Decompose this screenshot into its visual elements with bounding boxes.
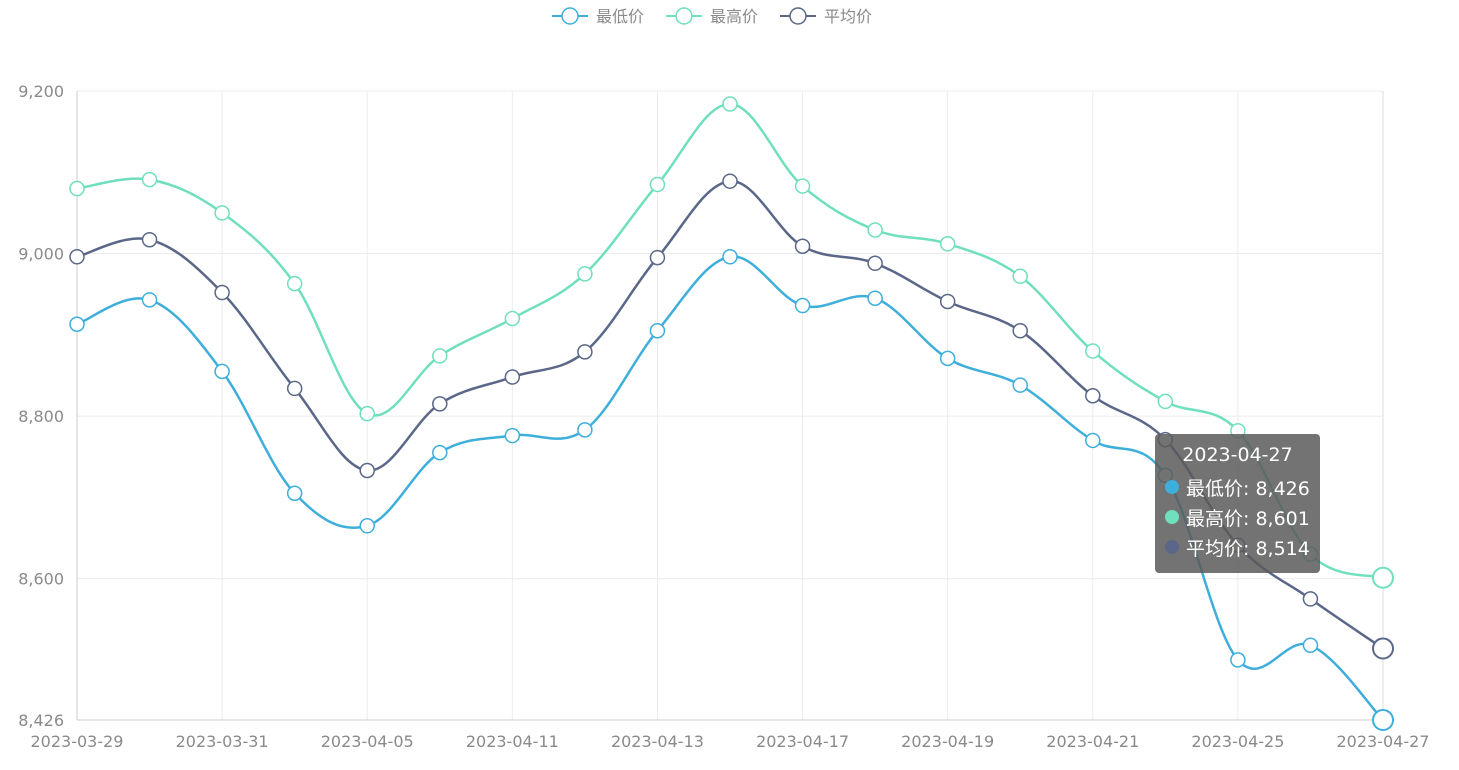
data-point[interactable]: [867, 255, 883, 272]
legend-circle-icon: [789, 7, 807, 25]
y-tick-label: 9,000: [18, 245, 64, 264]
data-point[interactable]: [794, 297, 811, 314]
x-tick-label: 2023-04-05: [321, 732, 414, 751]
x-tick-label: 2023-04-21: [1046, 732, 1139, 751]
data-point[interactable]: [649, 322, 666, 339]
legend-circle-icon: [675, 7, 693, 25]
data-point[interactable]: [69, 316, 85, 332]
legend-circle-icon: [561, 7, 579, 25]
data-point[interactable]: [69, 249, 85, 265]
series-1: [69, 96, 1394, 589]
tooltip-row-avg: 平均价: 8,514: [1165, 532, 1310, 562]
data-point[interactable]: [794, 178, 811, 194]
data-point[interactable]: [432, 348, 448, 364]
data-point[interactable]: [214, 284, 230, 301]
data-point[interactable]: [722, 249, 738, 265]
data-point[interactable]: [1302, 637, 1319, 653]
data-point[interactable]: [286, 485, 303, 502]
data-point[interactable]: [1302, 591, 1319, 607]
data-point[interactable]: [504, 369, 521, 385]
series-group: [69, 96, 1394, 731]
tooltip: 2023-04-27 最低价: 8,426 最高价: 8,601 平均价: 8,…: [1155, 434, 1320, 573]
data-point[interactable]: [141, 292, 158, 308]
legend-label: 最低价: [596, 7, 644, 26]
tooltip-label-high: 最高价: 8,601: [1186, 507, 1310, 530]
data-point[interactable]: [577, 344, 593, 360]
y-tick-label: 9,200: [18, 82, 64, 101]
tooltip-dot-low: [1165, 480, 1179, 494]
tooltip-label-low: 最低价: 8,426: [1186, 477, 1310, 500]
data-point[interactable]: [867, 290, 883, 306]
data-point[interactable]: [359, 462, 375, 479]
data-point[interactable]: [141, 171, 158, 188]
data-point[interactable]: [1012, 268, 1028, 285]
data-point[interactable]: [432, 444, 448, 461]
x-tick-label: 2023-04-13: [611, 732, 704, 751]
data-point[interactable]: [504, 427, 521, 444]
x-tick-label: 2023-04-25: [1191, 732, 1284, 751]
data-point[interactable]: [1157, 393, 1174, 410]
tooltip-title: 2023-04-27: [1182, 444, 1293, 466]
data-point[interactable]: [69, 180, 85, 197]
data-point[interactable]: [432, 396, 448, 412]
data-point[interactable]: [214, 205, 230, 221]
data-point[interactable]: [649, 249, 666, 266]
tooltip-dot-high: [1165, 510, 1179, 524]
tooltip-label-avg: 平均价: 8,514: [1186, 537, 1310, 560]
legend-item[interactable]: 最高价: [666, 7, 758, 26]
data-point[interactable]: [939, 293, 956, 310]
data-point[interactable]: [577, 266, 593, 282]
legend-label: 最高价: [710, 7, 758, 26]
data-point[interactable]: [867, 222, 883, 238]
data-point[interactable]: [359, 405, 375, 422]
data-point[interactable]: [577, 422, 593, 438]
x-tick-label: 2023-03-31: [176, 732, 269, 751]
data-point[interactable]: [649, 176, 666, 193]
tooltip-row-low: 最低价: 8,426: [1165, 472, 1310, 502]
data-point[interactable]: [939, 350, 956, 367]
data-point[interactable]: [1012, 322, 1028, 339]
data-point[interactable]: [1372, 637, 1394, 660]
data-point[interactable]: [722, 96, 738, 112]
data-point[interactable]: [1372, 709, 1394, 731]
tooltip-row-high: 最高价: 8,601: [1165, 502, 1310, 532]
legend-label: 平均价: [824, 7, 872, 26]
data-point[interactable]: [286, 380, 303, 397]
tooltip-dot-avg: [1165, 540, 1179, 554]
data-point[interactable]: [141, 231, 158, 248]
x-tick-label: 2023-04-19: [901, 732, 994, 751]
x-tick-label: 2023-03-29: [31, 732, 124, 751]
data-point[interactable]: [1230, 652, 1246, 668]
y-tick-label: 8,800: [18, 407, 64, 426]
data-point[interactable]: [794, 238, 811, 254]
data-point[interactable]: [214, 363, 230, 380]
y-tick-label: 8,600: [18, 570, 64, 589]
y-axis-ticks: 8,426 8,600 8,800 9,000 9,200: [18, 82, 64, 730]
data-point[interactable]: [286, 275, 303, 292]
data-point[interactable]: [1085, 387, 1101, 404]
data-point[interactable]: [722, 173, 738, 189]
x-tick-label: 2023-04-11: [466, 732, 559, 751]
data-point[interactable]: [1372, 566, 1394, 589]
data-point[interactable]: [1085, 432, 1101, 449]
x-tick-label: 2023-04-17: [756, 732, 849, 751]
data-point[interactable]: [939, 236, 956, 252]
legend-item[interactable]: 平均价: [780, 7, 872, 26]
legend[interactable]: 最低价 最高价 平均价: [552, 7, 872, 26]
y-tick-label: 8,426: [18, 711, 64, 730]
data-point[interactable]: [1012, 377, 1028, 393]
x-tick-label: 2023-04-27: [1337, 732, 1430, 751]
data-point[interactable]: [359, 518, 375, 534]
x-axis-ticks: 2023-03-29 2023-03-31 2023-04-05 2023-04-11…: [31, 732, 1430, 751]
data-point[interactable]: [504, 310, 521, 327]
legend-item[interactable]: 最低价: [552, 7, 644, 26]
data-point[interactable]: [1085, 343, 1101, 359]
